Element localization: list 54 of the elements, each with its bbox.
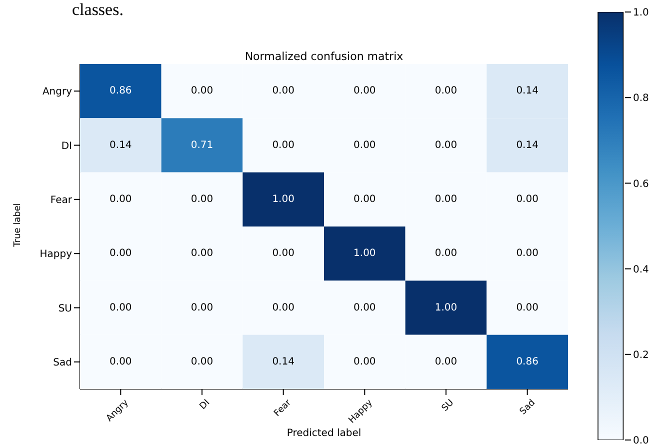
data-label: 0.00 (190, 302, 214, 314)
y-tick-label: Fear (50, 194, 73, 206)
data-label: 0.86 (516, 356, 538, 368)
data-label: 0.00 (516, 302, 538, 314)
data-label: 0.00 (434, 194, 458, 205)
data-label: 0.00 (190, 194, 214, 205)
y-tick-label: Sad (53, 357, 72, 368)
color-bar-label: 0.8 (633, 93, 649, 104)
data-label: 0.00 (434, 140, 458, 151)
color-bar-label: 0.4 (633, 264, 649, 276)
data-label: 0.00 (354, 140, 376, 151)
data-label: 0.00 (434, 86, 458, 97)
data-label: 1.00 (434, 302, 458, 314)
color-bar-label: 1.0 (633, 8, 649, 19)
data-label: 0.00 (354, 356, 376, 368)
y-tick-label: Angry (42, 86, 72, 98)
data-label: 0.00 (110, 302, 132, 314)
data-label: 0.00 (190, 248, 214, 260)
y-tick-label: SU (58, 303, 72, 314)
text: classes. (72, 0, 124, 19)
x-axis-title: Predicted label (286, 428, 362, 439)
data-label: 0.00 (272, 140, 294, 151)
data-label: 0.00 (190, 356, 214, 368)
data-label: 0.00 (434, 248, 458, 260)
chart-title: Normalized confusion matrix (244, 50, 404, 63)
y-axis-title: True label (13, 202, 23, 249)
data-label: 0.00 (110, 356, 132, 368)
data-label: 0.14 (110, 140, 132, 151)
data-label: 0.00 (434, 356, 458, 368)
data-label: 0.00 (272, 302, 294, 314)
data-label: 0.00 (272, 248, 294, 260)
data-label: 1.00 (272, 194, 294, 205)
x-tick-label: SU (440, 398, 456, 414)
data-label: 0.00 (354, 302, 376, 314)
data-label: 0.00 (190, 86, 214, 97)
data-label: 0.14 (516, 140, 538, 151)
data-label: 0.00 (354, 86, 376, 97)
y-tick-label: DI (61, 140, 72, 152)
x-tick-label: DI (198, 398, 212, 412)
color-bar-label: 0.6 (633, 178, 649, 190)
color-bar-label: 0.0 (633, 436, 649, 446)
data-label: 1.00 (354, 248, 376, 260)
data-label: 0.00 (110, 194, 132, 205)
color-bar-label: 0.2 (633, 350, 649, 361)
y-tick-label: Happy (40, 249, 72, 260)
data-label: 0.14 (516, 86, 538, 97)
data-label: 0.00 (272, 86, 294, 97)
data-label: 0.00 (354, 194, 376, 205)
data-label: 0.86 (110, 86, 132, 97)
data-label: 0.00 (516, 248, 538, 260)
data-label: 0.00 (110, 248, 132, 260)
data-label: 0.71 (190, 140, 214, 151)
data-label: 0.00 (516, 194, 538, 205)
data-label: 0.14 (272, 356, 294, 368)
